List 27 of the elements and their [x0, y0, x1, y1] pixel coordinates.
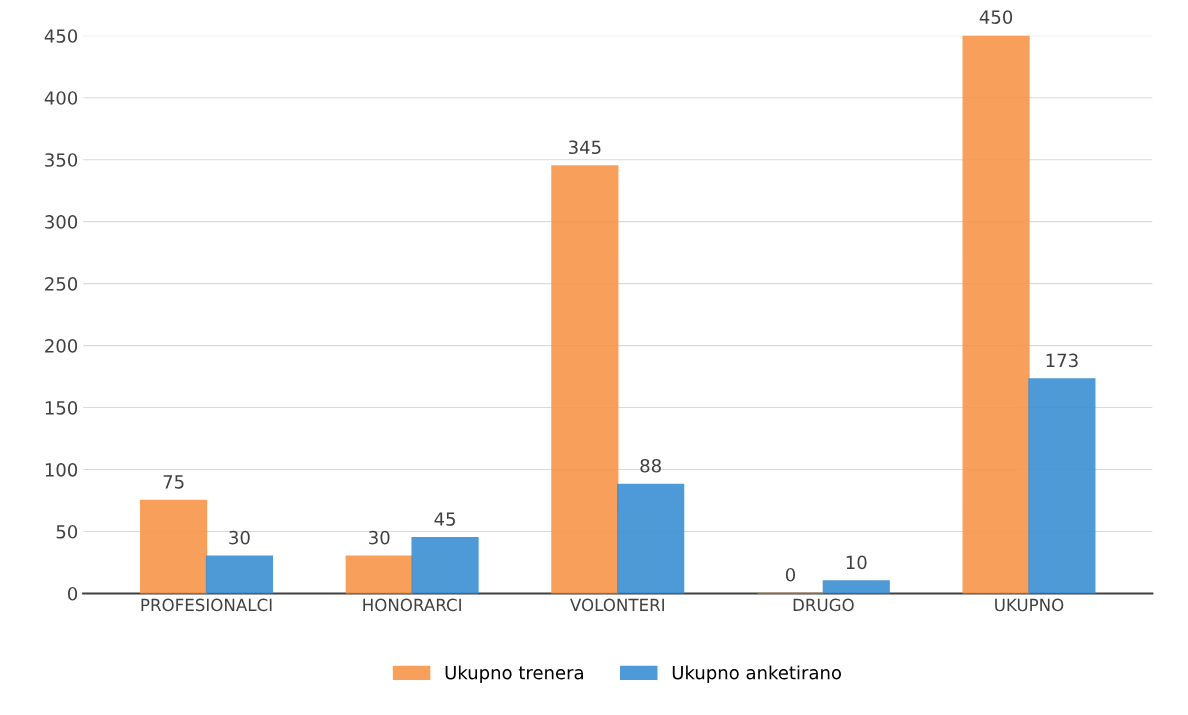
data-label: 0: [785, 567, 796, 582]
y-tick-label: 450: [44, 29, 78, 43]
x-tick-label: PROFESIONALCI: [141, 598, 272, 612]
legend-label: Ukupno anketirano: [672, 665, 841, 683]
y-tick-label: 50: [56, 524, 78, 539]
y-tick-label: 150: [45, 401, 78, 415]
y-tick-label: 0: [68, 586, 78, 601]
x-tick-label: UKUPNO: [995, 598, 1064, 612]
data-label: 45: [434, 512, 455, 526]
y-tick-label: 200: [45, 339, 78, 353]
y-tick-label: 100: [45, 462, 78, 477]
data-label: 30: [229, 530, 250, 545]
x-tick-label: VOLONTERI: [570, 598, 664, 612]
data-label: 450: [979, 10, 1013, 24]
data-label: 88: [640, 458, 661, 473]
data-label: 75: [163, 475, 184, 489]
data-label: 345: [569, 140, 601, 155]
data-label: 10: [846, 555, 867, 570]
y-tick-label: 250: [45, 277, 78, 291]
data-label: 30: [369, 530, 390, 545]
data-label: 173: [1046, 353, 1078, 368]
legend-label: Ukupno trenera: [445, 665, 583, 683]
y-tick-label: 350: [45, 153, 78, 167]
x-tick-label: HONORARCI: [363, 598, 461, 612]
y-tick-label: 400: [44, 91, 78, 105]
x-tick-label: DRUGO: [793, 598, 854, 612]
y-tick-label: 300: [45, 215, 78, 229]
